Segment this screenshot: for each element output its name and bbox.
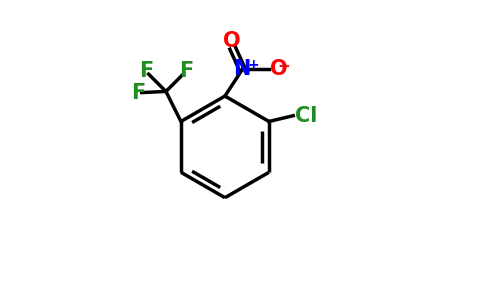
Text: F: F: [131, 82, 145, 103]
Text: −: −: [278, 59, 290, 74]
Text: O: O: [223, 31, 241, 51]
Text: N: N: [234, 59, 251, 80]
Text: Cl: Cl: [295, 106, 318, 126]
Text: F: F: [139, 61, 153, 81]
Text: +: +: [247, 58, 259, 72]
Text: O: O: [270, 59, 287, 80]
Text: F: F: [179, 61, 193, 81]
